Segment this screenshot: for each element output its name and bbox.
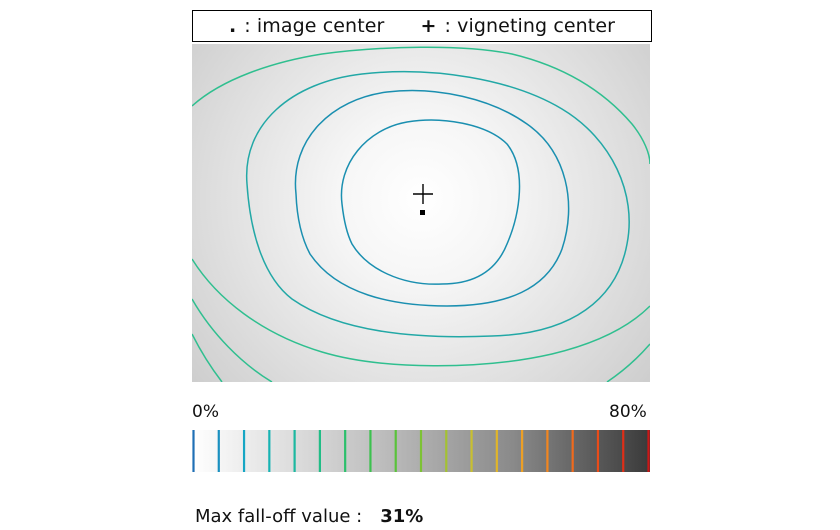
max-falloff-value: 31% bbox=[380, 506, 424, 527]
image-center-marker bbox=[420, 210, 425, 215]
vignetting-contour-plot bbox=[192, 44, 650, 382]
image-center-symbol: . bbox=[228, 15, 237, 37]
contour-line-3 bbox=[246, 70, 630, 338]
max-falloff-label: Max fall-off value : bbox=[195, 506, 363, 527]
scale-min-label: 0% bbox=[192, 402, 219, 422]
contour-line-7 bbox=[606, 343, 650, 382]
legend-vignetting-center: + : vigneting center bbox=[420, 15, 615, 37]
vignetting-center-label: : vigneting center bbox=[444, 15, 616, 37]
falloff-colorbar bbox=[192, 430, 650, 472]
image-center-label: : image center bbox=[244, 15, 385, 37]
max-falloff: Max fall-off value : 31% bbox=[195, 506, 423, 527]
contour-line-5 bbox=[192, 258, 650, 367]
scale-max-label: 80% bbox=[609, 402, 647, 422]
vignetting-center-marker bbox=[413, 184, 433, 204]
contour-line-2 bbox=[294, 89, 570, 307]
contour-line-1 bbox=[340, 119, 521, 285]
legend-box: . : image center + : vigneting center bbox=[192, 10, 652, 42]
contour-line-6 bbox=[192, 298, 273, 382]
vignetting-center-symbol: + bbox=[420, 15, 437, 37]
contour-line-8 bbox=[192, 333, 223, 382]
contour-line-4 bbox=[192, 46, 650, 165]
legend-image-center: . : image center bbox=[229, 15, 385, 37]
